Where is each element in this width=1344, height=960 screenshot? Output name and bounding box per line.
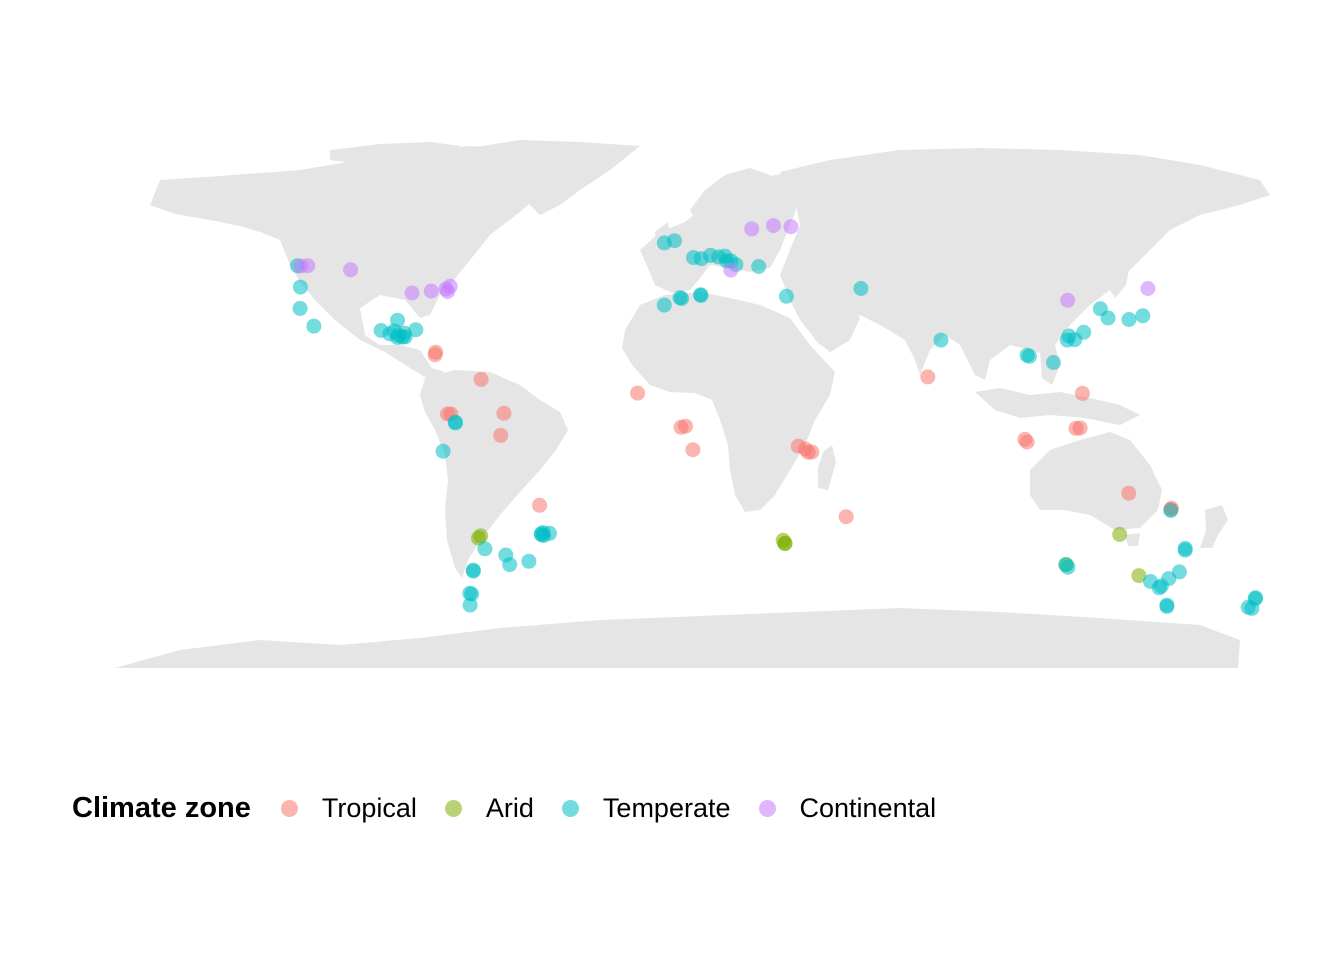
point-tropical-22 xyxy=(1072,420,1088,436)
point-temperate-60 xyxy=(1135,308,1151,324)
legend-item-tropical: Tropical xyxy=(273,793,417,824)
point-temperate-16 xyxy=(435,443,451,459)
legend-item-temperate: Temperate xyxy=(554,793,731,824)
point-temperate-75 xyxy=(1244,600,1260,616)
point-temperate-58 xyxy=(1100,310,1116,326)
point-arid-7 xyxy=(1131,568,1147,584)
legend: Climate zone Tropical Arid Temperate Con… xyxy=(72,786,956,830)
data-points xyxy=(290,218,1264,616)
point-temperate-46 xyxy=(751,259,767,274)
point-temperate-22 xyxy=(462,585,478,601)
point-temperate-70 xyxy=(1177,542,1193,558)
australia-landmass xyxy=(1030,432,1162,530)
legend-label-continental: Continental xyxy=(799,792,937,823)
point-tropical-11 xyxy=(685,442,701,458)
point-temperate-35 xyxy=(693,288,709,303)
legend-label-tropical: Tropical xyxy=(321,792,417,823)
point-temperate-30 xyxy=(534,527,549,543)
point-temperate-19 xyxy=(465,562,481,578)
point-tropical-19 xyxy=(1017,431,1033,447)
point-temperate-59 xyxy=(1121,312,1137,327)
point-arid-6 xyxy=(1112,526,1128,542)
antarctica-landmass xyxy=(115,608,1240,668)
point-tropical-10 xyxy=(678,418,693,434)
point-tropical-7 xyxy=(532,497,548,513)
greenland-landmass xyxy=(470,140,640,215)
legend-label-temperate: Temperate xyxy=(602,792,731,823)
point-temperate-71 xyxy=(1161,571,1177,587)
point-temperate-52 xyxy=(1046,355,1061,370)
legend-item-continental: Continental xyxy=(751,792,937,824)
legend-item-arid: Arid xyxy=(437,793,534,824)
point-temperate-47 xyxy=(778,288,794,304)
japan-landmass xyxy=(1110,258,1130,298)
tasmania-landmass xyxy=(1125,533,1140,546)
point-continental-9 xyxy=(766,218,781,234)
legend-key-tropical xyxy=(280,799,298,817)
point-tropical-23 xyxy=(1121,485,1137,501)
point-continental-13 xyxy=(723,262,739,278)
south-america-landmass xyxy=(420,370,568,578)
point-temperate-56 xyxy=(1076,324,1092,340)
point-continental-2 xyxy=(343,262,359,278)
new-zealand-landmass xyxy=(1200,505,1228,548)
point-tropical-15 xyxy=(800,444,816,460)
point-tropical-1 xyxy=(427,347,443,363)
point-continental-12 xyxy=(1140,281,1156,296)
point-temperate-21 xyxy=(462,597,478,613)
scandinavia-landmass xyxy=(690,168,770,230)
point-temperate-25 xyxy=(521,553,537,569)
point-temperate-62 xyxy=(1060,559,1076,575)
legend-title: Climate zone xyxy=(72,791,251,824)
arctic-islands xyxy=(330,142,460,164)
point-continental-11 xyxy=(1060,292,1076,308)
point-temperate-76 xyxy=(1163,503,1179,518)
point-tropical-5 xyxy=(496,405,512,421)
point-tropical-2 xyxy=(473,371,489,387)
legend-key-continental xyxy=(758,799,776,817)
point-continental-10 xyxy=(783,219,799,235)
point-temperate-17 xyxy=(477,541,493,557)
point-continental-3 xyxy=(404,285,420,301)
land-masses xyxy=(115,140,1270,668)
point-temperate-67 xyxy=(1159,599,1175,614)
point-tropical-17 xyxy=(920,369,936,385)
legend-label-arid: Arid xyxy=(485,792,534,823)
point-temperate-2 xyxy=(292,300,308,316)
point-temperate-49 xyxy=(933,332,949,348)
africa-landmass xyxy=(622,292,835,512)
southeast-asia-islands xyxy=(975,388,1140,425)
north-america-landmass xyxy=(150,146,560,380)
point-arid-1 xyxy=(473,528,489,544)
point-temperate-3 xyxy=(306,318,322,334)
point-temperate-31 xyxy=(656,297,672,313)
point-temperate-12 xyxy=(397,329,413,345)
point-temperate-15 xyxy=(447,415,463,431)
point-temperate-48 xyxy=(853,281,869,296)
point-temperate-51 xyxy=(1021,348,1037,364)
point-continental-4 xyxy=(423,283,439,299)
asia-landmass xyxy=(780,148,1270,380)
point-continental-1 xyxy=(300,258,316,274)
point-temperate-37 xyxy=(667,233,682,249)
point-temperate-1 xyxy=(292,279,308,295)
point-continental-7 xyxy=(442,278,458,294)
point-tropical-16 xyxy=(838,509,854,525)
point-tropical-21 xyxy=(1074,385,1090,401)
legend-key-arid xyxy=(444,799,462,817)
arabian-peninsula xyxy=(800,300,860,352)
point-continental-8 xyxy=(744,221,760,237)
point-tropical-6 xyxy=(493,427,509,443)
point-tropical-8 xyxy=(630,385,646,401)
legend-key-temperate xyxy=(561,799,579,817)
point-temperate-33 xyxy=(672,290,688,306)
point-temperate-13 xyxy=(408,322,424,338)
madagascar-landmass xyxy=(818,445,836,490)
point-arid-4 xyxy=(777,535,793,551)
point-temperate-24 xyxy=(502,557,518,573)
